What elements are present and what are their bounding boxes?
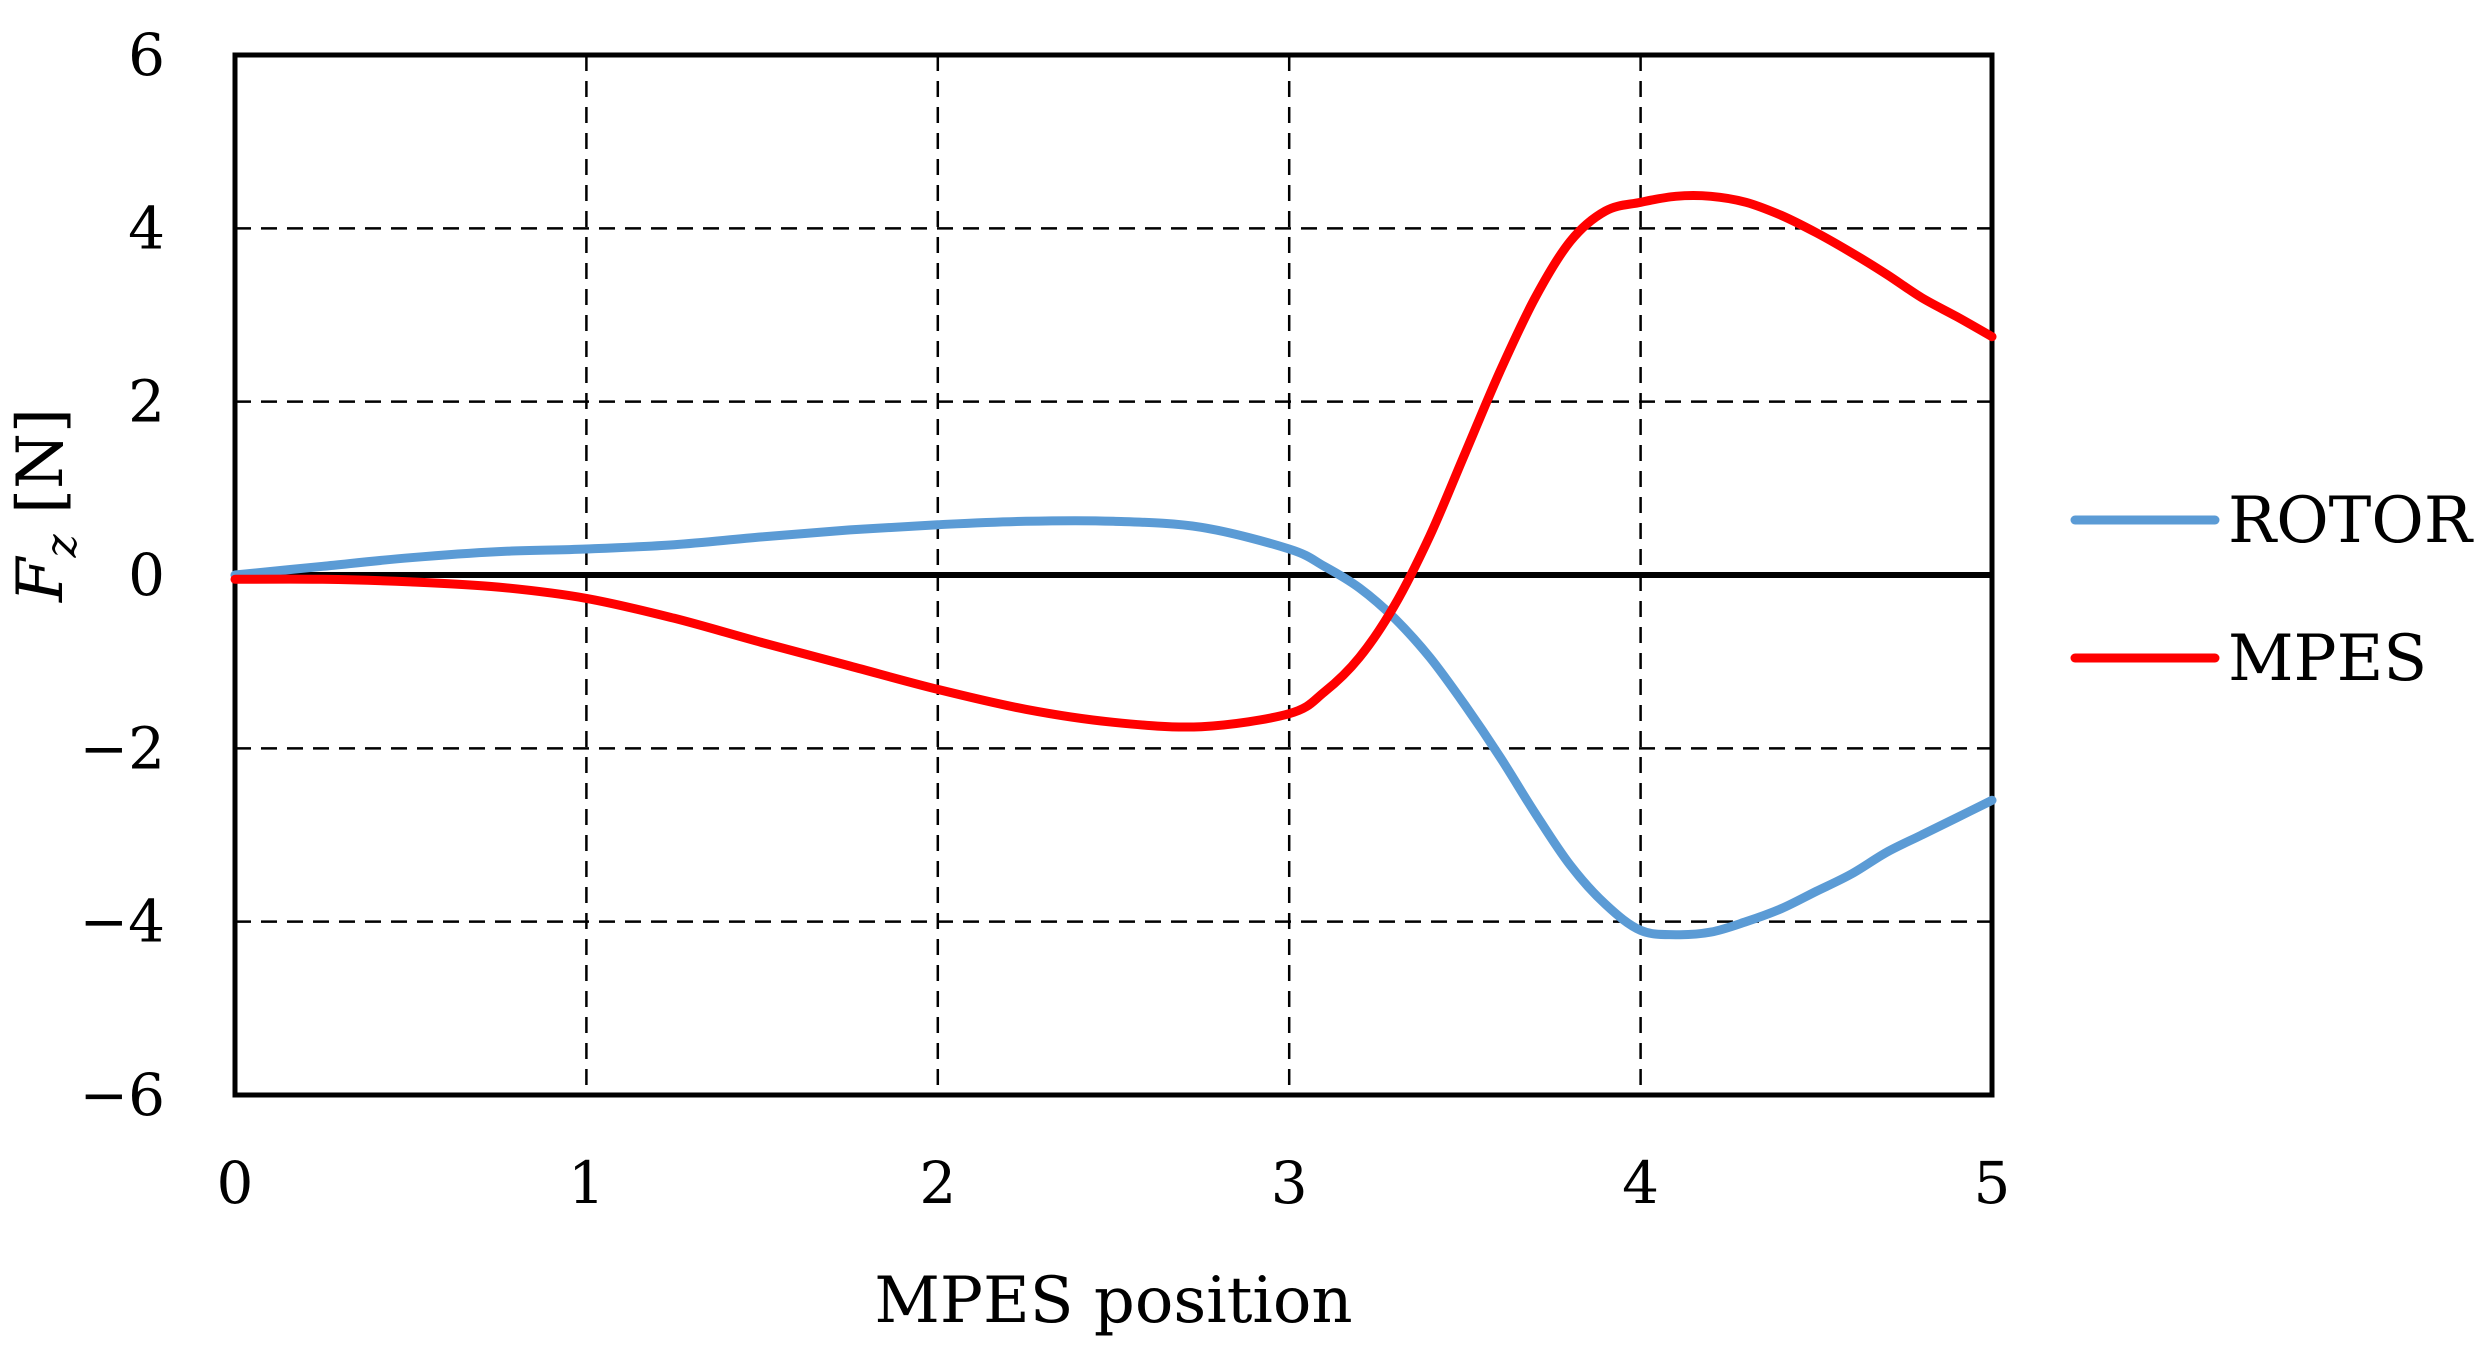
y-tick-label: 0 <box>128 541 165 609</box>
y-tick-label: 2 <box>128 368 165 436</box>
y-tick-labels: −6 −4 −2 0 2 4 6 <box>80 21 166 1129</box>
y-axis-title-unit: [N] <box>4 408 78 534</box>
x-tick-label: 3 <box>1271 1149 1308 1217</box>
legend-label-rotor: ROTOR <box>2228 484 2474 558</box>
y-tick-label: −4 <box>80 888 166 956</box>
y-axis-title-symbol: F <box>4 555 78 603</box>
x-tick-label: 1 <box>568 1149 605 1217</box>
x-tick-labels: 0 1 2 3 4 5 <box>217 1149 2011 1217</box>
y-tick-label: 4 <box>128 194 165 262</box>
x-tick-label: 2 <box>919 1149 956 1217</box>
x-tick-label: 5 <box>1974 1149 2011 1217</box>
legend: ROTOR MPES <box>2070 484 2474 696</box>
series-line-mpes <box>230 191 1997 732</box>
x-tick-label: 4 <box>1622 1149 1659 1217</box>
y-axis-title: Fz [N] <box>4 408 87 603</box>
y-axis-title-subscript: z <box>36 534 87 559</box>
x-axis-title: MPES position <box>874 1264 1352 1338</box>
series-layer <box>230 191 1997 940</box>
legend-label-mpes: MPES <box>2228 622 2427 696</box>
y-tick-label: −6 <box>80 1061 166 1129</box>
y-tick-label: 6 <box>128 21 165 89</box>
y-tick-label: −2 <box>80 714 166 782</box>
x-tick-label: 0 <box>217 1149 254 1217</box>
